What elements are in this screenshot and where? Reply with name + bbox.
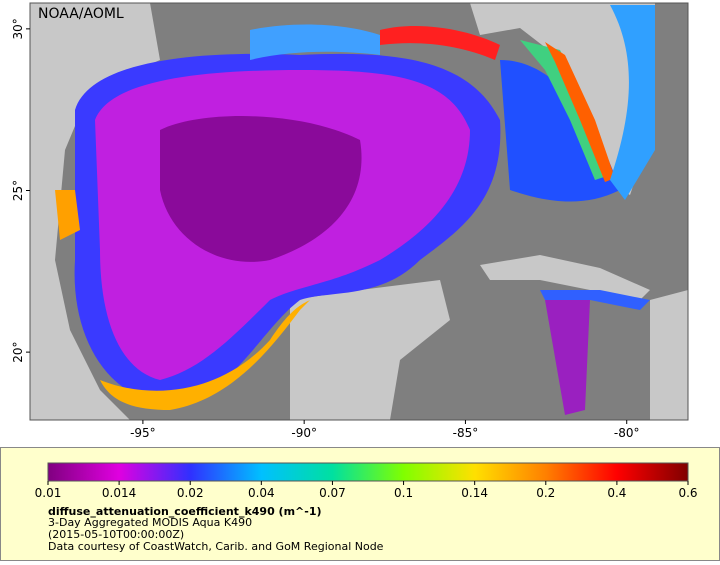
colorbar-tick-label: 0.01 [35,486,62,500]
land [30,3,160,420]
data-field [545,42,615,182]
axis-ticks: -95° -90° -85° -80° 30° 25° 20° [11,18,640,440]
land [290,280,450,420]
data-field [380,25,500,60]
colorbar-tick-label: 0.1 [394,486,413,500]
lon-tick-label: -90° [291,426,317,440]
colorbar-tick-label: 0.07 [319,486,346,500]
colorbar-title: diffuse_attenuation_coefficient_k490 (m^… [48,505,322,518]
colorbar-tick-label: 0.4 [607,486,626,500]
lat-tick-label: 20° [11,341,25,362]
map-area [30,3,688,420]
data-field [520,40,610,180]
land [480,255,650,300]
colorbar-tick-label: 0.2 [536,486,555,500]
data-field [100,300,310,410]
colorbar [47,462,689,482]
lon-tick-label: -95° [130,426,156,440]
colorbar-tick-label: 0.02 [177,486,204,500]
colorbar-ticks: 0.01 0.014 0.02 0.04 0.07 0.1 0.14 0.2 0.4 0.6 [35,481,698,500]
colorbar-tick-label: 0.14 [461,486,488,500]
data-field [545,300,590,415]
land [30,3,688,420]
colorbar-tick-label: 0.04 [248,486,275,500]
legend-line: (2015-05-10T00:00:00Z) [48,528,184,541]
colorbar-tick-label: 0.014 [102,486,136,500]
lon-tick-label: -80° [614,426,640,440]
data-field [610,5,655,200]
colorbar-tick-label: 0.6 [678,486,697,500]
credit: NOAA/AOML [38,6,124,22]
data-field [250,24,380,61]
data-field [55,190,80,240]
legend-line: Data courtesy of CoastWatch, Carib. and … [48,540,384,553]
legend-line: 3-Day Aggregated MODIS Aqua K490 [48,516,252,529]
lat-tick-label: 30° [11,18,25,39]
lon-tick-label: -85° [453,426,479,440]
data-field [540,290,650,310]
map-frame [29,2,689,421]
data-field [160,116,362,262]
lat-tick-label: 25° [11,180,25,201]
